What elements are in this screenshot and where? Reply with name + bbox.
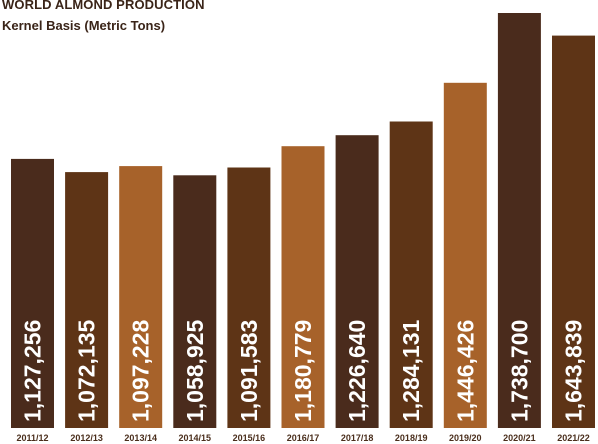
bar-2017-18 [335,135,379,428]
bar-2011-12 [11,158,54,428]
bar-2015-16 [227,167,271,428]
category-tick-label: 2011/12 [16,433,48,443]
bar-value-label: 1,127,256 [20,320,46,422]
bar-2016-17 [281,146,325,428]
category-tick-label: 2021/22 [557,433,590,443]
category-tick-label: 2013/14 [124,433,157,443]
bar-value-label: 1,446,426 [452,320,478,422]
bar-value-label: 1,097,228 [128,319,154,422]
bar-2014-15 [173,175,217,428]
category-tick-label: 2017/18 [341,433,374,443]
bar-value-label: 1,072,135 [74,319,100,422]
bar-value-label: 1,738,700 [506,320,532,422]
category-tick-label: 2020/21 [503,433,536,443]
bar-2019-20 [443,82,487,429]
chart-header: WORLD ALMOND PRODUCTION Kernel Basis (Me… [2,0,205,32]
bar-value-label: 1,058,925 [182,319,208,422]
category-tick-label: 2012/13 [70,433,103,443]
category-tick-label: 2016/17 [287,433,320,443]
category-tick-label: 2015/16 [233,433,266,443]
category-tick-label: 2014/15 [179,433,212,443]
bar-value-label: 1,091,583 [236,320,262,422]
bar-2020-21 [497,13,541,428]
bar-2013-14 [119,166,163,428]
bar-value-label: 1,180,779 [290,320,316,422]
bar-value-label: 1,226,640 [344,320,370,422]
chart-title: WORLD ALMOND PRODUCTION [2,0,205,12]
bar-2012-13 [65,172,109,428]
bar-value-label: 1,643,839 [561,320,587,422]
bar-2021-22 [552,35,595,428]
bar-value-label: 1,284,131 [398,319,424,422]
bar-2018-19 [389,121,433,428]
category-tick-label: 2018/19 [395,433,428,443]
category-tick-label: 2019/20 [449,433,482,443]
chart-subtitle: Kernel Basis (Metric Tons) [2,18,166,33]
